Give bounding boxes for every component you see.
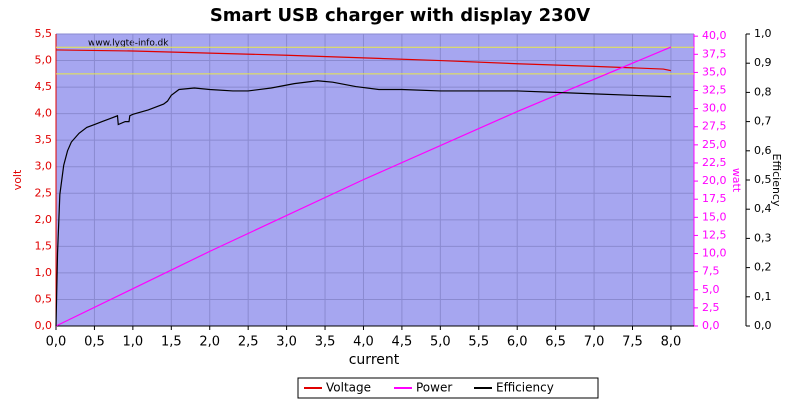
- y2-tick-label: 20,0: [702, 174, 727, 187]
- legend-label: Efficiency: [496, 381, 554, 395]
- x-tick-label: 2,0: [199, 335, 220, 350]
- series-line: [55, 80, 671, 327]
- y2-tick-label: 25,0: [702, 138, 727, 151]
- x-axis-label: current: [349, 352, 400, 368]
- y-tick-label: 4,0: [35, 107, 53, 120]
- x-tick-label: 3,0: [276, 335, 297, 350]
- y2-tick-label: 10,0: [702, 247, 727, 260]
- y3-tick-label: 0,7: [754, 115, 772, 128]
- y2-tick-label: 32,5: [702, 84, 727, 97]
- y3-tick-label: 0,8: [754, 85, 772, 98]
- y3-tick-label: 0,4: [754, 202, 772, 215]
- x-tick-label: 3,5: [315, 335, 336, 350]
- y2-tick-label: 17,5: [702, 192, 727, 205]
- y3-tick-label: 0,1: [754, 290, 772, 303]
- y3-tick-label: 0,0: [754, 319, 772, 332]
- y-tick-label: 0,5: [35, 292, 53, 305]
- y2-tick-label: 22,5: [702, 156, 727, 169]
- y2-tick-label: 2,5: [702, 301, 720, 314]
- y3-tick-label: 1,0: [754, 27, 772, 40]
- y-tick-label: 2,5: [35, 186, 53, 199]
- y-tick-label: 1,0: [35, 266, 53, 279]
- y2-tick-label: 12,5: [702, 228, 727, 241]
- y2-tick-label: 7,5: [702, 265, 720, 278]
- y-tick-label: 0,0: [35, 319, 53, 332]
- legend-label: Power: [416, 381, 452, 395]
- y3-tick-label: 0,3: [754, 231, 772, 244]
- y2-tick-label: 35,0: [702, 65, 727, 78]
- y2-tick-label: 15,0: [702, 210, 727, 223]
- x-tick-label: 0,0: [46, 335, 67, 350]
- y3-tick-label: 0,9: [754, 56, 772, 69]
- x-tick-label: 5,5: [468, 335, 489, 350]
- x-tick-label: 4,5: [392, 335, 413, 350]
- y-tick-label: 2,0: [35, 213, 53, 226]
- series-line: [55, 46, 672, 327]
- legend-box: [297, 377, 599, 399]
- y3-tick-label: 0,2: [754, 261, 772, 274]
- y2-tick-label: 27,5: [702, 120, 727, 133]
- y3-axis-label: Efficiency: [770, 154, 783, 207]
- y-tick-label: 3,5: [35, 133, 53, 146]
- x-tick-label: 1,5: [161, 335, 182, 350]
- x-tick-label: 7,5: [622, 335, 643, 350]
- y-tick-label: 1,5: [35, 239, 53, 252]
- series-line: [55, 49, 672, 72]
- plot-area: [56, 34, 694, 326]
- x-tick-label: 8,0: [661, 335, 682, 350]
- x-tick-label: 1,0: [123, 335, 144, 350]
- y3-tick-label: 0,5: [754, 173, 772, 186]
- x-tick-label: 6,0: [507, 335, 528, 350]
- y2-tick-label: 40,0: [702, 29, 727, 42]
- legend-label: Voltage: [326, 381, 371, 395]
- x-tick-label: 2,5: [238, 335, 259, 350]
- x-tick-label: 6,5: [545, 335, 566, 350]
- x-tick-label: 5,0: [430, 335, 451, 350]
- y-tick-label: 4,5: [35, 80, 53, 93]
- y2-tick-label: 37,5: [702, 47, 727, 60]
- y2-tick-label: 5,0: [702, 283, 720, 296]
- y2-tick-label: 0,0: [702, 319, 720, 332]
- x-tick-label: 4,0: [353, 335, 374, 350]
- y-tick-label: 3,0: [35, 160, 53, 173]
- y2-axis-label: watt: [730, 168, 743, 193]
- watermark: www.lygte-info.dk: [88, 39, 169, 49]
- y-tick-label: 5,0: [35, 54, 53, 67]
- x-tick-label: 0,5: [84, 335, 105, 350]
- legend: Voltage Power Efficiency: [297, 377, 599, 399]
- y-tick-label: 5,5: [35, 27, 53, 40]
- x-tick-label: 7,0: [584, 335, 605, 350]
- y3-tick-label: 0,6: [754, 144, 772, 157]
- y-axis-label: volt: [11, 169, 24, 190]
- y2-tick-label: 30,0: [702, 102, 727, 115]
- chart-title: Smart USB charger with display 230V: [210, 5, 590, 26]
